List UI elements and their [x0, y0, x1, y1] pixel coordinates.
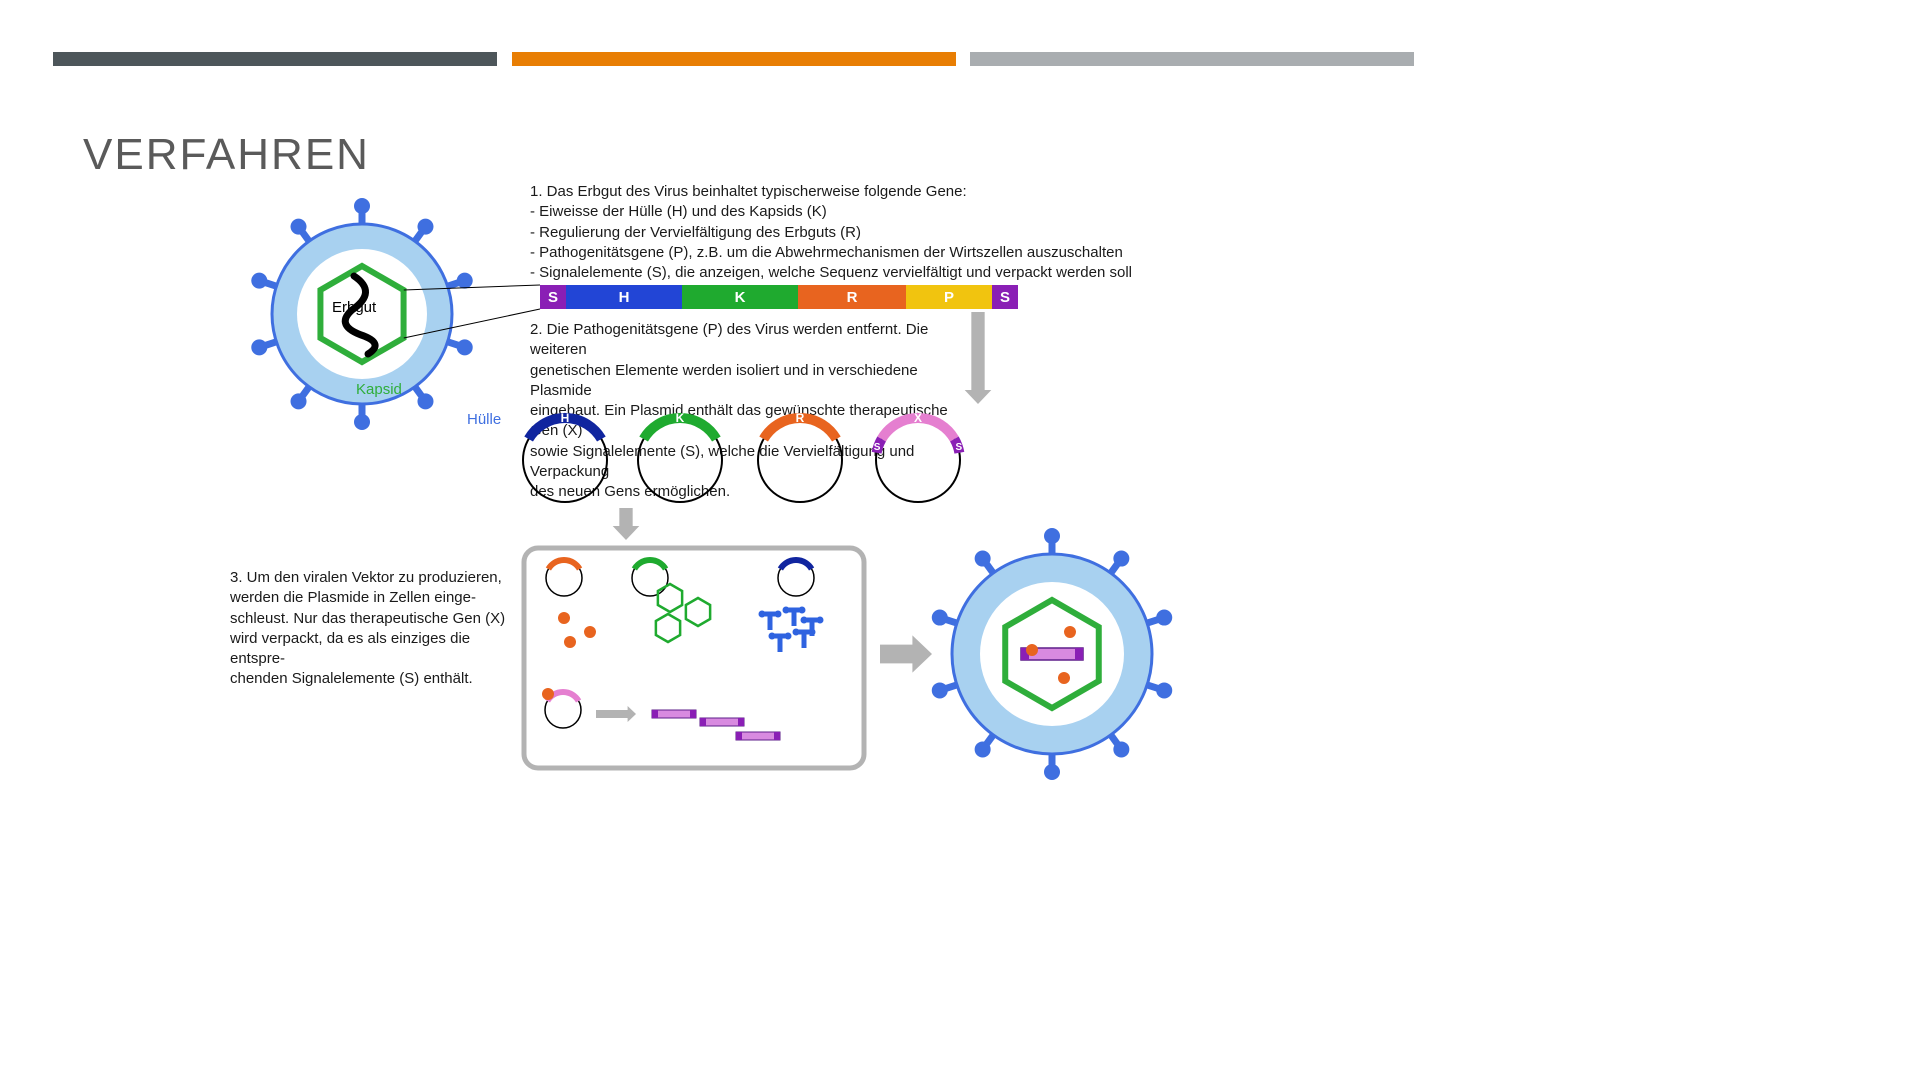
svg-text:Kapsid: Kapsid	[356, 381, 402, 398]
svg-text:H: H	[619, 289, 630, 306]
svg-text:K: K	[735, 289, 746, 306]
svg-text:Erbgut: Erbgut	[332, 299, 377, 316]
svg-text:S: S	[548, 289, 558, 306]
svg-text:S: S	[956, 442, 963, 453]
svg-text:Hülle: Hülle	[467, 411, 501, 428]
svg-text:X: X	[914, 411, 922, 425]
svg-text:S: S	[874, 442, 881, 453]
svg-text:P: P	[944, 289, 954, 306]
svg-text:S: S	[1000, 289, 1010, 306]
svg-text:R: R	[847, 289, 858, 306]
diagram-canvas: Erbgut Kapsid Hülle S H K R P S H K R X S S	[0, 0, 1920, 1080]
svg-text:H: H	[561, 411, 570, 425]
svg-text:R: R	[796, 411, 805, 425]
svg-text:K: K	[676, 411, 685, 425]
